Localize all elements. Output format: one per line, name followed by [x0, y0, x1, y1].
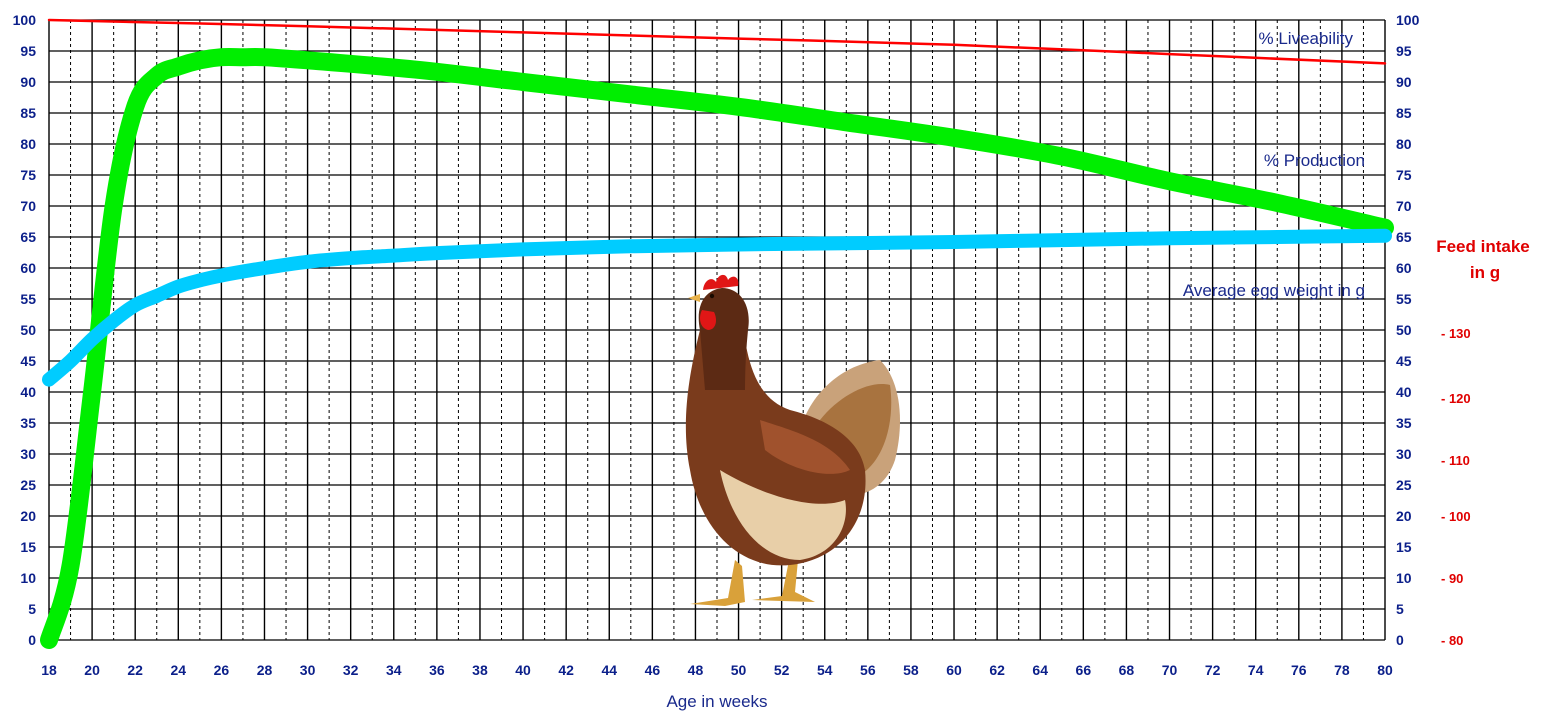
x-tick: 44: [601, 662, 617, 678]
x-tick: 18: [41, 662, 57, 678]
x-tick: 58: [903, 662, 919, 678]
y-tick-left: 95: [20, 43, 36, 59]
x-tick: 64: [1032, 662, 1048, 678]
x-tick: 22: [127, 662, 143, 678]
x-tick: 66: [1076, 662, 1092, 678]
x-tick: 60: [946, 662, 962, 678]
y-tick-right: 50: [1396, 322, 1412, 338]
y-tick-right: 20: [1396, 508, 1412, 524]
y-tick-right: 30: [1396, 446, 1412, 462]
y-tick-left: 80: [20, 136, 36, 152]
y-axis-left: 0 5 10 15 20 25 30 35 40 45 50 55 60 65 70 75 80 85 90 95 10…: [13, 12, 37, 648]
feed-tick: - 120: [1441, 391, 1471, 406]
y-tick-left: 50: [20, 322, 36, 338]
x-tick: 20: [84, 662, 100, 678]
x-tick: 56: [860, 662, 876, 678]
y-tick-left: 60: [20, 260, 36, 276]
y-tick-right: 100: [1396, 12, 1420, 28]
y-tick-right: 25: [1396, 477, 1412, 493]
y-tick-right: 5: [1396, 601, 1404, 617]
y-axis-right: 0 5 10 15 20 25 30 35 40 45 50 55 60 65 70 75 80 85 90 95 10…: [1396, 12, 1420, 648]
y-tick-right: 65: [1396, 229, 1412, 245]
y-tick-right: 55: [1396, 291, 1412, 307]
y-tick-left: 75: [20, 167, 36, 183]
y-tick-right: 15: [1396, 539, 1412, 555]
x-tick: 52: [774, 662, 790, 678]
series-egg-weight: [42, 228, 1392, 387]
feed-tick: - 80: [1441, 633, 1463, 648]
label-production: % Production: [1264, 151, 1365, 170]
y-tick-left: 25: [20, 477, 36, 493]
y-tick-left: 45: [20, 353, 36, 369]
y-tick-right: 70: [1396, 198, 1412, 214]
feed-tick: - 130: [1441, 326, 1471, 341]
y-tick-left: 100: [13, 12, 37, 28]
feed-axis-title-line2: in g: [1470, 263, 1500, 282]
y-tick-left: 90: [20, 74, 36, 90]
series-production: [40, 47, 1394, 649]
y-tick-right: 40: [1396, 384, 1412, 400]
y-tick-right: 35: [1396, 415, 1412, 431]
x-tick: 50: [731, 662, 747, 678]
x-tick: 48: [688, 662, 704, 678]
feed-axis: - 80 - 90 - 100 - 110 - 120 - 130: [1441, 326, 1471, 648]
x-tick: 62: [989, 662, 1005, 678]
y-tick-left: 35: [20, 415, 36, 431]
x-tick: 30: [300, 662, 316, 678]
y-tick-left: 20: [20, 508, 36, 524]
y-tick-left: 5: [28, 601, 36, 617]
x-tick: 28: [257, 662, 273, 678]
y-tick-right: 0: [1396, 632, 1404, 648]
hen-illustration: [685, 274, 900, 606]
x-tick: 38: [472, 662, 488, 678]
x-tick: 80: [1377, 662, 1393, 678]
y-tick-left: 40: [20, 384, 36, 400]
y-tick-right: 60: [1396, 260, 1412, 276]
y-tick-right: 95: [1396, 43, 1412, 59]
y-tick-right: 90: [1396, 74, 1412, 90]
y-tick-right: 80: [1396, 136, 1412, 152]
label-egg-weight: Average egg weight in g: [1183, 281, 1365, 300]
x-tick: 70: [1162, 662, 1178, 678]
y-tick-left: 55: [20, 291, 36, 307]
x-tick: 24: [171, 662, 187, 678]
feed-tick: - 90: [1441, 571, 1463, 586]
x-tick: 78: [1334, 662, 1350, 678]
y-tick-left: 15: [20, 539, 36, 555]
x-tick: 74: [1248, 662, 1264, 678]
x-tick: 32: [343, 662, 359, 678]
y-tick-left: 0: [28, 632, 36, 648]
x-tick: 36: [429, 662, 445, 678]
label-liveability: % Liveability: [1259, 29, 1354, 48]
y-tick-left: 70: [20, 198, 36, 214]
x-tick: 34: [386, 662, 402, 678]
y-tick-left: 85: [20, 105, 36, 121]
y-tick-left: 30: [20, 446, 36, 462]
x-tick: 72: [1205, 662, 1221, 678]
x-axis-title: Age in weeks: [666, 692, 767, 711]
x-tick: 76: [1291, 662, 1307, 678]
series: [40, 18, 1394, 649]
x-tick: 54: [817, 662, 833, 678]
x-tick: 26: [214, 662, 230, 678]
feed-tick: - 110: [1441, 453, 1470, 468]
feed-tick: - 100: [1441, 509, 1471, 524]
y-tick-left: 65: [20, 229, 36, 245]
x-tick: 68: [1119, 662, 1135, 678]
y-tick-right: 85: [1396, 105, 1412, 121]
x-tick: 40: [515, 662, 531, 678]
y-tick-right: 75: [1396, 167, 1412, 183]
x-tick: 42: [558, 662, 574, 678]
x-axis: 18 20 22 24 26 28 30 32 34 36 38 40 42 44 46 48 50 52 54 56…: [41, 662, 1393, 678]
x-tick: 46: [645, 662, 661, 678]
y-tick-right: 10: [1396, 570, 1412, 586]
series-liveability: [47, 18, 1387, 65]
y-tick-left: 10: [20, 570, 36, 586]
feed-axis-title-line1: Feed intake: [1436, 237, 1530, 256]
y-tick-right: 45: [1396, 353, 1412, 369]
